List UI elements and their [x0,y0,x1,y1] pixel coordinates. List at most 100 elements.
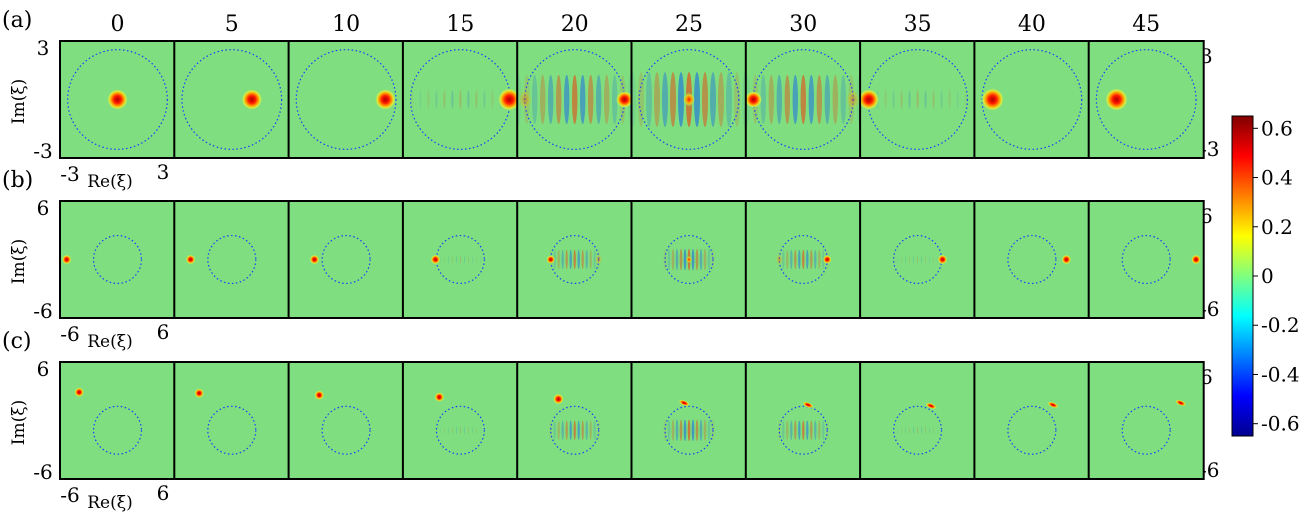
fringe-mark [561,249,564,270]
time-label: 10 [332,12,360,37]
fringe-mark [925,426,927,435]
time-label: 15 [446,12,474,37]
fringe-mark [695,419,699,442]
y-min-label: -6 [33,299,52,323]
phase-space-circle [550,405,600,455]
fringe-mark [806,420,809,440]
fringe-mark [937,255,939,264]
x-axis-label: Re(ξ) [87,493,133,513]
fringe-mark [419,89,422,110]
fringe-mark [691,248,695,271]
panel-background [1088,201,1204,318]
panel [630,361,748,480]
panel-background [860,41,976,158]
panel [287,361,405,480]
phase-space-circle [664,405,714,455]
fringe-mark [924,89,927,110]
fringe-mark [937,426,939,435]
panel-background [974,362,1090,479]
fringe-mark [892,89,895,110]
fringe-mark [917,255,919,264]
panel-background [402,362,518,479]
panel-background [174,41,290,158]
fringe-mark [675,248,679,271]
phase-space-circle [207,234,257,285]
colorbar-tick-label: -0.4 [1261,362,1300,386]
phase-space-circle [893,405,943,455]
wigner-peak-mirror [517,88,533,111]
panel [744,40,862,159]
fringe-mark [784,74,790,125]
fringe-mark [794,420,797,440]
fringe-mark [451,426,453,435]
fringe-mark [933,426,935,435]
wigner-peak [1061,254,1072,265]
wigner-peak [241,88,263,111]
panel [973,361,1091,480]
fringe-mark [565,420,568,440]
wigner-peak [309,254,320,265]
phase-space-circle [1007,405,1057,455]
time-label: 30 [789,12,817,37]
phase-space-circle [207,405,257,455]
time-label: 0 [111,12,125,37]
x-min-label: -6 [60,322,79,346]
colorbar-tick-label: -0.6 [1261,412,1300,436]
fringe-mark [695,248,699,271]
fringe-mark [901,255,903,264]
fringe-mark [699,419,703,442]
wigner-peak-mirror [686,255,692,264]
panel [59,361,176,480]
fringe-mark [678,72,684,127]
panel-background [60,362,175,479]
fringe-mark [663,248,667,271]
time-label: 40 [1018,12,1046,37]
fringe-mark [818,249,821,270]
fringe-mark [810,249,813,270]
fringe-mark [479,255,481,264]
fringe-mark [806,249,809,270]
phase-space-circle [778,234,828,285]
wigner-peak [745,90,763,109]
time-label: 35 [904,12,932,37]
fringe-mark [798,249,801,270]
fringe-mark [475,89,478,110]
x-min-label: -3 [60,162,79,186]
fringe-mark [901,426,903,435]
fringe-mark [455,255,457,264]
fringe-mark [443,426,445,435]
fringe-mark [581,249,584,270]
fringe-mark [921,426,923,435]
fringe-mark [447,255,449,264]
fringe-mark [459,89,462,110]
panel-background [974,201,1090,318]
panel [59,200,176,319]
fringe-mark [792,74,798,125]
fringe-mark [667,248,671,271]
phase-space-circle [1007,234,1057,285]
phase-space-circle [92,234,143,285]
wigner-peak [106,88,129,111]
fringe-mark [483,89,486,110]
fringe-mark [471,426,473,435]
fringe-mark [671,419,675,442]
fringe-mark [467,426,469,435]
fringe-mark [824,74,830,125]
fringe-mark [790,249,793,270]
phase-space-circle [1095,49,1197,150]
wigner-peak [374,88,396,111]
panel-frame [1087,361,1205,480]
fringe-mark [694,72,700,127]
row-label: (c) [2,329,32,354]
wigner-peak [553,393,564,405]
panel [859,361,977,480]
phase-space-circle [664,234,714,285]
panel-background [860,201,976,318]
wigner-peak [185,254,196,265]
fringe-mark [707,248,711,271]
fringe-mark [702,72,708,127]
wigner-peak [1175,399,1187,407]
panel [173,40,291,159]
fringe-mark [451,255,453,264]
time-label: 20 [561,12,589,37]
